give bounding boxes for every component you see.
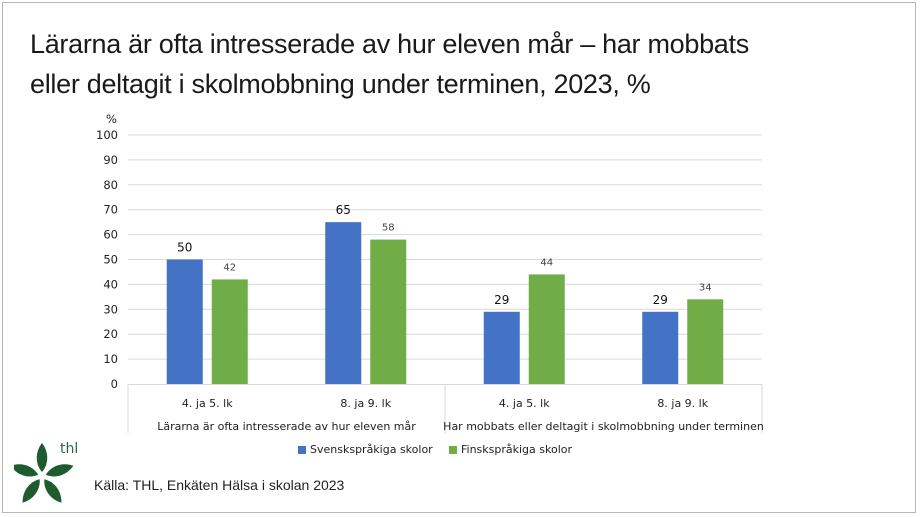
y-axis-label: % xyxy=(106,112,117,126)
legend-label: Svenskspråkiga skolor xyxy=(310,443,433,456)
data-label: 50 xyxy=(177,241,192,255)
y-tick-label: 60 xyxy=(103,228,118,242)
bars xyxy=(166,222,724,384)
bar-finskspråkiga xyxy=(687,299,724,384)
logo-leaf xyxy=(14,464,39,477)
group-label: Har mobbats eller deltagit i skolmobbnin… xyxy=(443,420,764,433)
data-label: 34 xyxy=(699,282,712,293)
y-tick-label: 50 xyxy=(103,253,118,267)
data-label: 42 xyxy=(223,262,236,273)
bar-svenskspråkiga xyxy=(483,311,520,384)
legend: Svenskspråkiga skolor Finskspråkiga skol… xyxy=(0,443,920,461)
thl-logo-icon xyxy=(14,443,74,503)
title-line-1: Lärarna är ofta intresserade av hur elev… xyxy=(30,29,749,59)
legend-item-finskspråkiga: Finskspråkiga skolor xyxy=(449,443,572,456)
bar-svenskspråkiga xyxy=(166,259,203,384)
legend-item-svenskspråkiga: Svenskspråkiga skolor xyxy=(298,443,433,456)
bar-finskspråkiga xyxy=(528,274,565,384)
legend-swatch-blue xyxy=(298,445,306,454)
y-tick-labels: 0 10 20 30 40 50 60 70 80 90 100 xyxy=(96,128,118,391)
legend-label: Finskspråkiga skolor xyxy=(461,443,573,456)
logo-text: thl xyxy=(60,441,79,457)
bar-svenskspråkiga xyxy=(642,311,679,384)
y-tick-label: 100 xyxy=(96,128,118,142)
y-tick-label: 20 xyxy=(103,327,118,341)
y-tick-label: 90 xyxy=(103,153,118,167)
source-note: Källa: THL, Enkäten Hälsa i skolan 2023 xyxy=(94,477,345,493)
bar-finskspråkiga xyxy=(370,239,407,384)
y-tick-label: 10 xyxy=(103,352,118,366)
bar-svenskspråkiga xyxy=(325,222,362,384)
bar-finskspråkiga xyxy=(211,279,248,384)
data-label: 44 xyxy=(540,257,553,268)
data-label: 58 xyxy=(382,223,395,234)
y-tick-label: 40 xyxy=(103,277,118,291)
x-tick-label: 8. ja 9. lk xyxy=(657,397,708,410)
x-tick-label: 8. ja 9. lk xyxy=(340,397,391,410)
x-tick-label: 4. ja 5. lk xyxy=(499,397,550,410)
data-label: 29 xyxy=(653,293,668,307)
logo-leaf xyxy=(44,479,62,503)
y-tick-label: 80 xyxy=(103,178,118,192)
logo-leaf xyxy=(36,443,48,472)
title-line-2: eller deltagit i skolmobbning under term… xyxy=(30,69,651,99)
data-label: 29 xyxy=(494,293,509,307)
y-tick-label: 0 xyxy=(111,377,118,391)
logo-leaf xyxy=(45,464,74,477)
y-tick-label: 30 xyxy=(103,302,118,316)
logo-leaf xyxy=(22,479,40,503)
x-tick-label: 4. ja 5. lk xyxy=(182,397,233,410)
x-axis: 4. ja 5. lk 8. ja 9. lk Lärarna är ofta in… xyxy=(127,384,764,433)
group-label: Lärarna är ofta intresserade av hur elev… xyxy=(157,420,416,433)
chart-title: Lärarna är ofta intresserade av hur elev… xyxy=(30,24,890,104)
legend-swatch-green xyxy=(449,445,457,454)
y-tick-label: 70 xyxy=(103,203,118,217)
data-labels: 50 42 65 58 29 44 29 34 xyxy=(177,203,712,307)
data-label: 65 xyxy=(336,203,351,217)
